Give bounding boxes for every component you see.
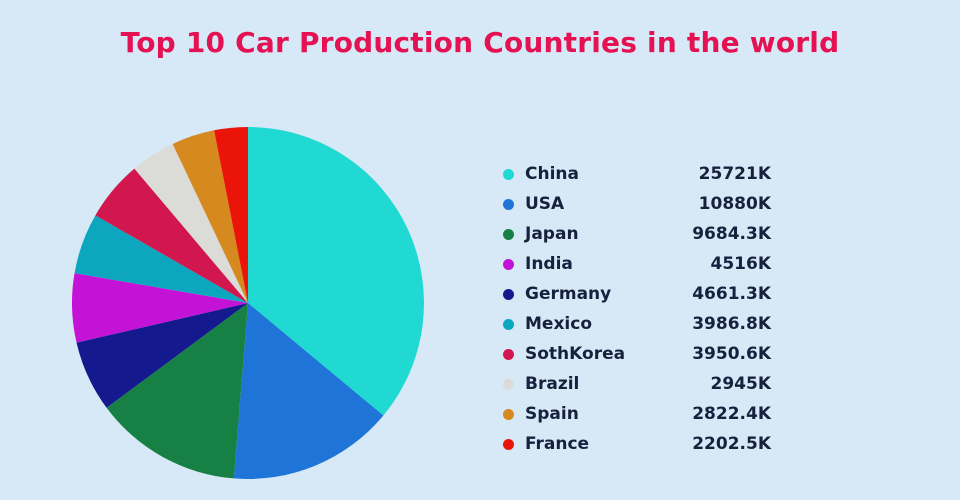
- legend-label: Mexico: [525, 314, 592, 334]
- legend-color-dot-icon: [503, 258, 514, 270]
- pie-slice-mexico: [74, 215, 248, 303]
- legend-label: India: [525, 254, 573, 274]
- legend-color-dot-icon: [503, 228, 514, 240]
- legend-item: China 25721K: [503, 159, 771, 189]
- legend-item: Germany 4661.3K: [503, 279, 771, 309]
- legend-value: 2945K: [710, 374, 772, 394]
- legend-value: 9684.3K: [692, 224, 771, 244]
- legend-item: SothKorea 3950.6K: [503, 339, 771, 369]
- legend-label: China: [525, 164, 579, 184]
- pie-slice-usa: [233, 303, 384, 479]
- legend: China 25721K USA 10880K Japan 9684.3K India 451…: [503, 159, 771, 459]
- legend-color-dot-icon: [503, 378, 514, 390]
- legend-value: 4661.3K: [692, 284, 771, 304]
- legend-item: Japan 9684.3K: [503, 219, 771, 249]
- legend-label: Brazil: [525, 374, 580, 394]
- pie-slice-japan: [106, 303, 248, 479]
- pie-slice-china: [248, 127, 424, 416]
- legend-color-dot-icon: [503, 198, 514, 210]
- legend-value: 2202.5K: [692, 434, 771, 454]
- pie-slice-germany: [76, 303, 249, 408]
- legend-label: USA: [525, 194, 565, 214]
- legend-color-dot-icon: [503, 168, 514, 180]
- legend-color-dot-icon: [503, 348, 514, 360]
- legend-item: USA 10880K: [503, 189, 771, 219]
- legend-label: France: [525, 434, 590, 454]
- pie-slice-brazil: [134, 143, 248, 303]
- pie-slice-sothkorea: [95, 168, 248, 303]
- legend-item: France 2202.5K: [503, 429, 771, 459]
- legend-value: 4516K: [710, 254, 772, 274]
- legend-value: 10880K: [698, 194, 771, 214]
- legend-value: 2822.4K: [692, 404, 771, 424]
- legend-item: Spain 2822.4K: [503, 399, 771, 429]
- legend-item: Mexico 3986.8K: [503, 309, 771, 339]
- pie-slice-france: [214, 127, 248, 303]
- pie-slice-spain: [172, 130, 248, 303]
- legend-color-dot-icon: [503, 438, 514, 450]
- pie-slice-india: [72, 273, 248, 343]
- legend-item: Brazil 2945K: [503, 369, 771, 399]
- legend-value: 3950.6K: [692, 344, 771, 364]
- legend-label: Germany: [525, 284, 612, 304]
- chart-title: Top 10 Car Production Countries in the w…: [120, 26, 840, 59]
- legend-item: India 4516K: [503, 249, 771, 279]
- legend-color-dot-icon: [503, 318, 514, 330]
- legend-label: Spain: [525, 404, 579, 424]
- legend-color-dot-icon: [503, 408, 514, 420]
- legend-value: 3986.8K: [692, 314, 771, 334]
- legend-value: 25721K: [698, 164, 771, 184]
- pie-chart: [72, 127, 424, 479]
- legend-label: Japan: [525, 224, 579, 244]
- legend-label: SothKorea: [525, 344, 626, 364]
- legend-color-dot-icon: [503, 288, 514, 300]
